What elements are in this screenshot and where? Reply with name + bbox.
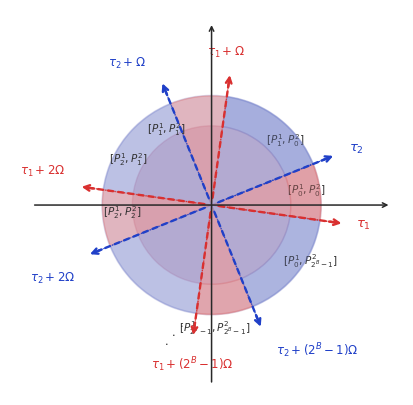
Wedge shape: [170, 97, 226, 206]
Text: $\tau_1 + (2^B-1)\Omega$: $\tau_1 + (2^B-1)\Omega$: [151, 355, 233, 373]
Wedge shape: [196, 279, 252, 315]
Wedge shape: [102, 190, 211, 246]
Wedge shape: [132, 126, 290, 285]
Text: $[P_1^1, P_1^2]$: $[P_1^1, P_1^2]$: [147, 121, 185, 138]
Wedge shape: [196, 206, 252, 314]
Wedge shape: [211, 98, 312, 206]
Text: $\cdot$: $\cdot$: [171, 328, 175, 338]
Text: $[P_1^1, P_0^2]$: $[P_1^1, P_0^2]$: [266, 132, 304, 149]
Text: $\cdot$: $\cdot$: [163, 337, 168, 347]
Text: $[P_0^1, P_0^2]$: $[P_0^1, P_0^2]$: [287, 182, 325, 199]
Wedge shape: [102, 96, 320, 315]
Text: $\tau_2 + (2^B-1)\Omega$: $\tau_2 + (2^B-1)\Omega$: [276, 340, 358, 359]
Wedge shape: [110, 206, 211, 313]
Text: $\tau_1 + \Omega$: $\tau_1 + \Omega$: [207, 45, 244, 60]
Text: $\tau_2$: $\tau_2$: [348, 142, 363, 155]
Text: $\cdot$: $\cdot$: [178, 319, 183, 329]
Wedge shape: [211, 165, 320, 221]
Text: $[P_2^1, P_2^2]$: $[P_2^1, P_2^2]$: [103, 204, 142, 221]
Wedge shape: [284, 164, 320, 221]
Text: $[P_{2^{B}-1}^1, P_{2^{B}-1}^2]$: $[P_{2^{B}-1}^1, P_{2^{B}-1}^2]$: [178, 318, 250, 336]
Text: $[P_0^1, P_{2^B-1}^2]$: $[P_0^1, P_{2^B-1}^2]$: [282, 252, 337, 269]
Wedge shape: [222, 97, 313, 176]
Wedge shape: [103, 104, 211, 206]
Text: $\tau_1$: $\tau_1$: [356, 218, 370, 232]
Wedge shape: [211, 206, 319, 307]
Wedge shape: [241, 217, 319, 307]
Text: $\tau_1 + 2\Omega$: $\tau_1 + 2\Omega$: [20, 164, 65, 179]
Text: $[P_2^1, P_1^2]$: $[P_2^1, P_1^2]$: [109, 151, 147, 168]
Text: $\tau_2 + 2\Omega$: $\tau_2 + 2\Omega$: [30, 271, 75, 286]
Text: $\tau_2 + \Omega$: $\tau_2 + \Omega$: [108, 56, 146, 71]
